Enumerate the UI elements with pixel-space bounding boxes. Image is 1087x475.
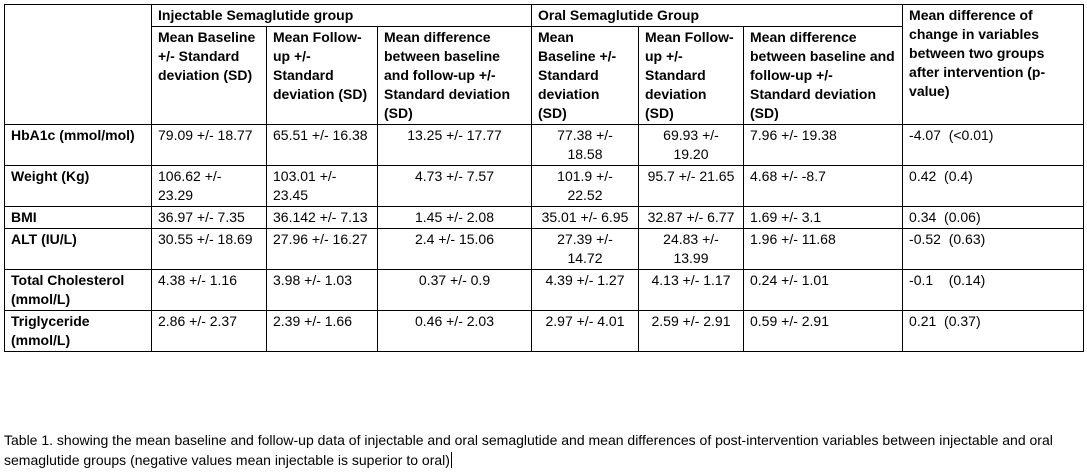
oral-followup-cell: 95.7 +/- 21.65 (638, 165, 744, 207)
table-row: Triglyceride (mmol/L) 2.86 +/- 2.37 2.39… (4, 310, 1085, 352)
column-header-row: Mean Baseline +/- Standard deviation (SD… (5, 26, 1084, 125)
oral-baseline-cell: 4.39 +/- 1.27 (531, 269, 639, 311)
oral-followup-cell: 2.59 +/- 2.91 (638, 310, 744, 352)
inj-diff-cell: 0.46 +/- 2.03 (377, 310, 532, 352)
oral-diff-cell: 4.68 +/- -8.7 (742, 165, 904, 207)
oral-diff-cell: 0.59 +/- 2.91 (742, 310, 904, 352)
oral-baseline-cell: 2.97 +/- 4.01 (531, 310, 639, 352)
between-cell: -4.07 (<0.01) (902, 124, 1085, 166)
injectable-group-header: Injectable Semaglutide group (151, 4, 532, 27)
row-label: ALT (IU/L) (4, 228, 152, 270)
between-cell: 0.34 (0.06) (902, 206, 1085, 229)
inj-baseline-cell: 36.97 +/- 7.35 (151, 206, 267, 229)
table-row: HbA1c (mmol/mol) 79.09 +/- 18.77 65.51 +… (4, 124, 1085, 166)
oral-group-header: Oral Semaglutide Group (530, 4, 904, 27)
inj-followup-cell: 27.96 +/- 16.27 (266, 228, 378, 270)
row-label: Triglyceride (mmol/L) (4, 310, 152, 352)
oral-baseline-header: Mean Baseline +/- Standard deviation (SD… (531, 26, 639, 125)
inj-diff-cell: 2.4 +/- 15.06 (377, 228, 532, 270)
row-label: Total Cholesterol (mmol/L) (4, 269, 152, 311)
table-row: BMI 36.97 +/- 7.35 36.142 +/- 7.13 1.45 … (4, 206, 1085, 229)
caption-text: Table 1. showing the mean baseline and f… (4, 432, 1053, 468)
row-label: Weight (Kg) (4, 165, 152, 207)
inj-followup-cell: 3.98 +/- 1.03 (266, 269, 378, 311)
inj-diff-cell: 1.45 +/- 2.08 (377, 206, 532, 229)
inj-diff-cell: 4.73 +/- 7.57 (377, 165, 532, 207)
inj-baseline-cell: 30.55 +/- 18.69 (151, 228, 267, 270)
between-cell: -0.1 (0.14) (902, 269, 1085, 311)
oral-followup-cell: 32.87 +/- 6.77 (638, 206, 744, 229)
group-header-row: Injectable Semaglutide group Oral Semagl… (4, 4, 1085, 125)
between-groups-header: Mean difference of change in variables b… (902, 4, 1085, 125)
text-cursor (450, 452, 452, 468)
between-cell: -0.52 (0.63) (902, 228, 1085, 270)
oral-baseline-cell: 77.38 +/- 18.58 (531, 124, 639, 166)
empty-corner-cell (4, 4, 152, 125)
inj-baseline-cell: 106.62 +/- 23.29 (151, 165, 267, 207)
inj-baseline-cell: 2.86 +/- 2.37 (151, 310, 267, 352)
inj-followup-cell: 36.142 +/- 7.13 (266, 206, 378, 229)
oral-diff-cell: 0.24 +/- 1.01 (742, 269, 904, 311)
row-label: HbA1c (mmol/mol) (4, 124, 152, 166)
table-row: ALT (IU/L) 30.55 +/- 18.69 27.96 +/- 16.… (4, 228, 1085, 270)
inj-baseline-cell: 4.38 +/- 1.16 (151, 269, 267, 311)
oral-followup-cell: 24.83 +/- 13.99 (638, 228, 744, 270)
inj-diff-header: Mean difference between baseline and fol… (377, 26, 532, 125)
inj-diff-cell: 13.25 +/- 17.77 (377, 124, 532, 166)
oral-followup-header: Mean Follow-up +/- Standard deviation (S… (638, 26, 744, 125)
oral-baseline-cell: 101.9 +/- 22.52 (531, 165, 639, 207)
oral-diff-cell: 1.69 +/- 3.1 (742, 206, 904, 229)
oral-followup-cell: 69.93 +/- 19.20 (638, 124, 744, 166)
table-row: Weight (Kg) 106.62 +/- 23.29 103.01 +/- … (4, 165, 1085, 207)
oral-diff-cell: 7.96 +/- 19.38 (742, 124, 904, 166)
results-table: Injectable Semaglutide group Oral Semagl… (4, 4, 1085, 352)
inj-followup-header: Mean Follow-up +/- Standard deviation (S… (266, 26, 378, 125)
inj-diff-cell: 0.37 +/- 0.9 (377, 269, 532, 311)
inj-followup-cell: 103.01 +/- 23.45 (266, 165, 378, 207)
oral-followup-cell: 4.13 +/- 1.17 (638, 269, 744, 311)
inj-followup-cell: 65.51 +/- 16.38 (266, 124, 378, 166)
inj-baseline-header: Mean Baseline +/- Standard deviation (SD… (151, 26, 267, 125)
row-label: BMI (4, 206, 152, 229)
oral-baseline-cell: 27.39 +/- 14.72 (531, 228, 639, 270)
between-cell: 0.42 (0.4) (902, 165, 1085, 207)
oral-baseline-cell: 35.01 +/- 6.95 (531, 206, 639, 229)
inj-baseline-cell: 79.09 +/- 18.77 (151, 124, 267, 166)
oral-diff-cell: 1.96 +/- 11.68 (742, 228, 904, 270)
inj-followup-cell: 2.39 +/- 1.66 (266, 310, 378, 352)
between-cell: 0.21 (0.37) (902, 310, 1085, 352)
table-row: Total Cholesterol (mmol/L) 4.38 +/- 1.16… (4, 269, 1085, 311)
table-caption: Table 1. showing the mean baseline and f… (4, 430, 1083, 470)
oral-diff-header: Mean difference between baseline and fol… (742, 26, 904, 125)
